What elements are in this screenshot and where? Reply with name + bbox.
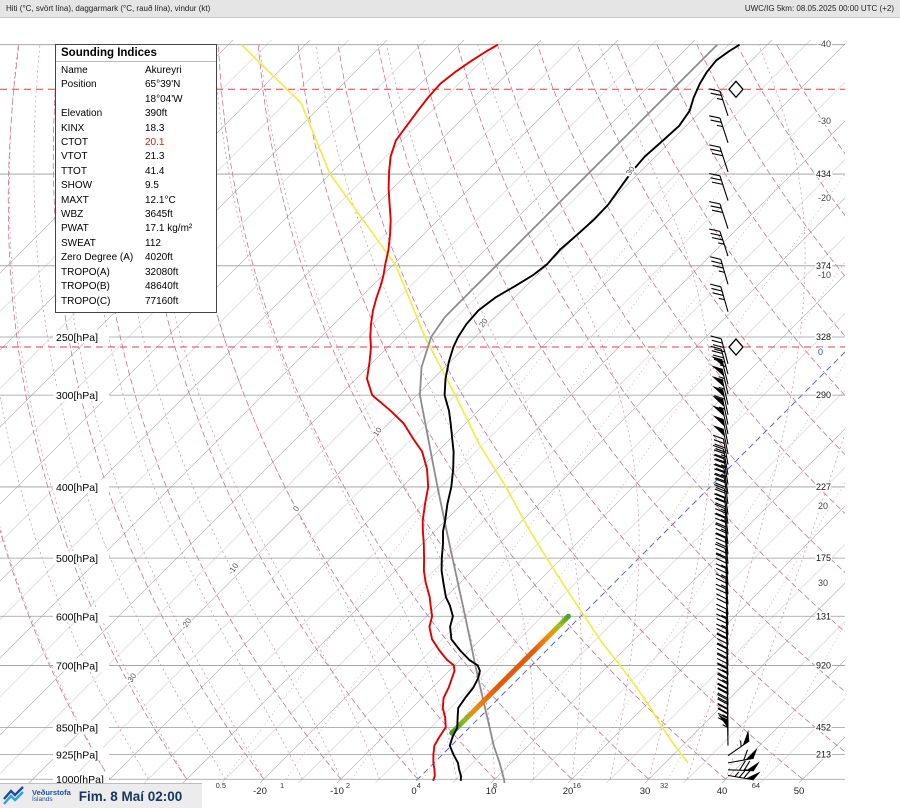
svg-text:30: 30 [624, 164, 637, 177]
sounding-indices-panel: Sounding Indices Name Akureyri Position 65°… [55, 44, 217, 313]
svg-text:0.5: 0.5 [216, 781, 226, 790]
svg-text:500[hPa]: 500[hPa] [56, 553, 98, 565]
brand: Veðurstofa Íslands [3, 786, 71, 806]
svg-text:-30: -30 [124, 671, 138, 686]
footer-bar: Veðurstofa Íslands Fim. 8 Maí 02:00 [0, 783, 202, 808]
svg-text:20: 20 [563, 786, 574, 797]
index-row: SWEAT 112 [61, 237, 161, 249]
svg-text:400[hPa]: 400[hPa] [56, 482, 98, 494]
svg-text:30: 30 [640, 786, 651, 797]
index-row: TTOT 41.4 [61, 165, 165, 177]
svg-text:20: 20 [477, 316, 490, 329]
brand-text: Veðurstofa Íslands [32, 787, 71, 804]
tropopause-lines [0, 88, 845, 348]
indices-rows: Name Akureyri Position 65°39'N 18°04'W Eleva… [56, 64, 216, 309]
index-row: PWAT 17.1 kg/m² [61, 223, 193, 235]
tropopause-marker [728, 338, 744, 357]
svg-text:-20: -20 [253, 786, 267, 797]
svg-text:213: 213 [816, 749, 831, 759]
svg-text:131: 131 [816, 611, 831, 621]
svg-text:600[hPa]: 600[hPa] [56, 611, 98, 623]
temperature-curve [440, 43, 741, 781]
svg-text:50: 50 [794, 786, 805, 797]
index-row: Elevation 390ft [61, 108, 168, 120]
svg-text:700[hPa]: 700[hPa] [56, 660, 98, 672]
svg-text:-30: -30 [818, 116, 831, 126]
index-row: TROPO(A) 32080ft [61, 266, 179, 278]
index-row: VTOT 21.3 [61, 151, 165, 163]
index-row: Name Akureyri [61, 65, 182, 76]
svg-text:40: 40 [717, 786, 728, 797]
pressure-labels: 250[hPa] 300[hPa] 400[hPa] 500[hPa] 600[hPa]… [53, 330, 109, 786]
aux-curve [240, 44, 689, 764]
svg-text:10: 10 [486, 786, 497, 797]
index-row: Position 65°39'N 18°04'W [61, 79, 183, 105]
svg-text:925[hPa]: 925[hPa] [56, 749, 98, 761]
svg-text:1: 1 [280, 781, 284, 790]
index-row: CTOT 20.1 [61, 137, 165, 149]
svg-text:30: 30 [818, 578, 828, 588]
svg-text:20: 20 [818, 501, 828, 511]
svg-text:227: 227 [816, 482, 831, 492]
isotherms [0, 40, 845, 783]
svg-text:-20: -20 [818, 193, 831, 203]
dewpoint-curve [366, 43, 499, 782]
svg-text:850[hPa]: 850[hPa] [56, 722, 98, 734]
svg-text:920: 920 [816, 660, 831, 670]
svg-text:0: 0 [818, 347, 823, 357]
mixing-ratio-lines [224, 173, 845, 780]
svg-text:10: 10 [371, 425, 384, 438]
svg-text:328: 328 [816, 332, 831, 342]
svg-text:8: 8 [493, 781, 497, 790]
svg-text:-10: -10 [818, 270, 831, 280]
brand-line-1: Veðurstofa [32, 787, 71, 797]
bottom-labels: -20 -10 0 10 20 30 40 50 0.5 1 2 4 8 16 32 64 [216, 781, 805, 797]
index-row: TROPO(B) 48640ft [61, 281, 179, 293]
freezing-layer [449, 613, 571, 736]
svg-text:4: 4 [417, 781, 421, 790]
top-header-bar: Hiti (°C, svört lína), daggarmark (°C, r… [0, 0, 900, 18]
svg-text:434: 434 [816, 169, 831, 179]
indices-title: Sounding Indices [56, 45, 216, 62]
wind-barbs [709, 88, 761, 781]
svg-text:452: 452 [816, 722, 831, 732]
svg-text:16: 16 [573, 781, 581, 790]
brand-line-2: Íslands [32, 795, 53, 803]
chart-legend-text: Hiti (°C, svört lína), daggarmark (°C, r… [6, 4, 211, 13]
svg-text:32: 32 [660, 781, 668, 790]
svg-text:-20: -20 [179, 616, 193, 631]
svg-text:300[hPa]: 300[hPa] [56, 390, 98, 402]
svg-text:290: 290 [816, 390, 831, 400]
model-run-text: UWC/IG 5km: 08.05.2025 00:00 UTC (+2) [744, 4, 894, 13]
right-labels: -40 -30 -20 -10 0 20 30 434 374 328 290 227 175 131 92… [815, 38, 833, 761]
index-row: KINX 18.3 [61, 122, 165, 134]
index-row: SHOW 9.5 [61, 180, 159, 192]
svg-text:0: 0 [411, 786, 416, 797]
svg-text:175: 175 [816, 553, 831, 563]
svg-text:-40: -40 [818, 39, 831, 49]
index-row: TROPO(C) 77160ft [61, 295, 179, 307]
svg-text:-10: -10 [330, 786, 344, 797]
index-row: WBZ 3645ft [61, 209, 173, 221]
svg-text:250[hPa]: 250[hPa] [56, 332, 98, 344]
tropopause-marker [728, 80, 744, 99]
svg-text:374: 374 [816, 261, 831, 271]
valid-datetime: Fim. 8 Maí 02:00 [78, 788, 183, 804]
vedurstofa-logo [3, 786, 24, 805]
svg-text:2: 2 [346, 781, 350, 790]
plot-area [0, 40, 845, 783]
zero-isotherm [413, 351, 845, 783]
svg-text:64: 64 [752, 781, 760, 790]
index-row: Zero Degree (A) 4020ft [61, 252, 173, 264]
index-row: MAXT 12.1°C [61, 194, 176, 206]
